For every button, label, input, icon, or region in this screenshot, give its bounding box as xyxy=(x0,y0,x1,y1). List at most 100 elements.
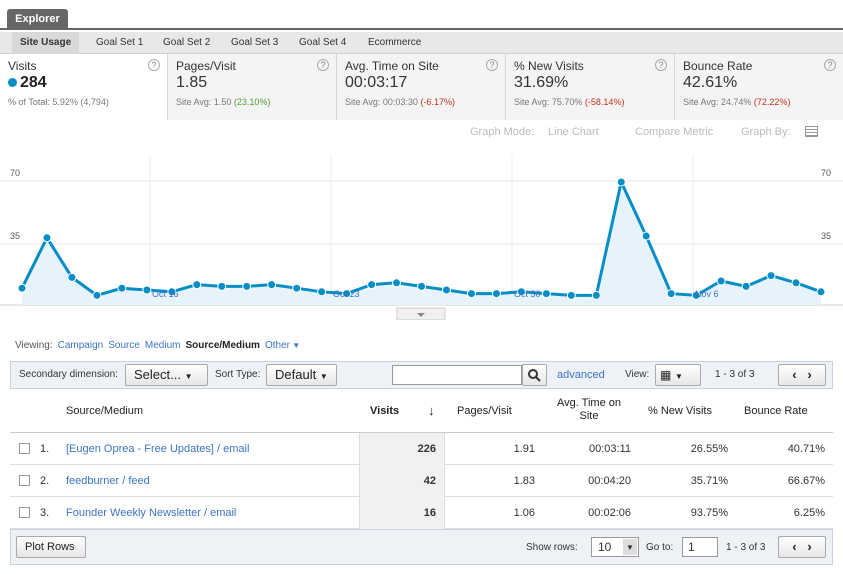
y-tick-label-left: 35 xyxy=(10,231,20,241)
data-point[interactable] xyxy=(192,280,202,290)
data-point[interactable] xyxy=(816,287,826,297)
show-rows-select[interactable]: 10 ▼ xyxy=(591,537,639,557)
data-point[interactable] xyxy=(691,290,701,300)
data-point[interactable] xyxy=(292,283,302,293)
data-point[interactable] xyxy=(741,281,751,291)
data-point[interactable] xyxy=(516,287,526,297)
data-point[interactable] xyxy=(766,271,776,281)
plot-rows-button[interactable]: Plot Rows xyxy=(16,536,86,558)
data-point[interactable] xyxy=(417,281,426,291)
data-point[interactable] xyxy=(791,278,801,288)
help-icon[interactable]: ? xyxy=(486,59,498,71)
row-checkbox[interactable] xyxy=(19,507,30,518)
tab-goal-set-1[interactable]: Goal Set 1 xyxy=(96,37,144,48)
graph-mode-value[interactable]: Line Chart xyxy=(548,126,599,138)
data-point[interactable] xyxy=(142,285,152,295)
metric-avg-time[interactable]: Avg. Time on Site 00:03:17 Site Avg: 00:… xyxy=(337,54,506,120)
data-point[interactable] xyxy=(716,276,726,286)
metric-sub-value: 1.50 xyxy=(213,97,232,107)
search-input[interactable] xyxy=(392,365,522,385)
view-campaign[interactable]: Campaign xyxy=(57,340,104,351)
view-source-medium[interactable]: Source/Medium xyxy=(185,340,260,351)
help-icon[interactable]: ? xyxy=(317,59,329,71)
col-bounce-rate[interactable]: Bounce Rate xyxy=(744,405,808,417)
source-medium-link[interactable]: [Eugen Oprea - Free Updates] / email xyxy=(66,443,250,455)
metric-sub-prefix: Site Avg: xyxy=(514,97,550,107)
viewing-bar: Viewing: Campaign Source Medium Source/Mediu… xyxy=(15,340,300,351)
prev-page-icon[interactable]: ‹ xyxy=(792,539,797,554)
metric-pages-visit[interactable]: Pages/Visit 1.85 Site Avg: 1.50 (23.10%)… xyxy=(168,54,337,120)
tab-goal-set-2[interactable]: Goal Set 2 xyxy=(163,37,211,48)
tab-site-usage[interactable]: Site Usage xyxy=(12,32,80,54)
data-point[interactable] xyxy=(167,287,177,297)
metric-visits[interactable]: Visits 284 % of Total: 5.92% (4,794) ? xyxy=(0,54,168,120)
source-medium-link[interactable]: feedburner / feed xyxy=(66,475,150,487)
data-point[interactable] xyxy=(641,231,651,241)
data-point[interactable] xyxy=(616,177,626,187)
row-checkbox[interactable] xyxy=(19,475,30,486)
dropdown-arrow-icon[interactable]: ▼ xyxy=(289,341,301,350)
goto-input[interactable]: 1 xyxy=(682,537,718,557)
data-point[interactable] xyxy=(466,289,476,299)
col-visits[interactable]: Visits xyxy=(370,405,400,417)
help-icon[interactable]: ? xyxy=(148,59,160,71)
metric-bounce-rate[interactable]: Bounce Rate 42.61% Site Avg: 24.74% (72.… xyxy=(675,54,843,120)
view-source[interactable]: Source xyxy=(108,340,140,351)
y-tick-label-right: 35 xyxy=(821,231,831,241)
source-medium-link[interactable]: Founder Weekly Newsletter / email xyxy=(66,507,237,519)
col-source-medium[interactable]: Source/Medium xyxy=(66,405,144,417)
data-point[interactable] xyxy=(67,272,77,282)
graph-by-icon[interactable] xyxy=(805,126,818,137)
explorer-tab[interactable]: Explorer xyxy=(7,9,68,30)
metric-delta: (23.10%) xyxy=(233,97,271,107)
data-point[interactable] xyxy=(267,280,277,290)
data-point[interactable] xyxy=(591,290,601,300)
tab-goal-set-4[interactable]: Goal Set 4 xyxy=(299,37,347,48)
data-point[interactable] xyxy=(17,283,27,293)
metric-sub-value: 00:03:30 xyxy=(382,97,418,107)
data-point[interactable] xyxy=(666,289,676,299)
data-point[interactable] xyxy=(342,289,352,299)
view-select[interactable]: ▦ ▼ xyxy=(655,364,701,386)
data-point[interactable] xyxy=(566,290,576,300)
tab-goal-set-3[interactable]: Goal Set 3 xyxy=(231,37,279,48)
data-point[interactable] xyxy=(367,280,377,290)
row-checkbox[interactable] xyxy=(19,443,30,454)
sort-arrow-icon[interactable]: ↓ xyxy=(428,403,435,418)
secondary-dimension-select[interactable]: Select... ▼ xyxy=(125,364,208,386)
data-point[interactable] xyxy=(242,281,252,291)
compare-metric[interactable]: Compare Metric xyxy=(635,126,714,138)
data-point[interactable] xyxy=(317,287,327,297)
data-point[interactable] xyxy=(392,278,402,288)
table-footer: Plot Rows Show rows: 10 ▼ Go to: 1 1 - 3 … xyxy=(10,529,833,565)
table-view-icon: ▦ xyxy=(660,368,672,382)
data-point[interactable] xyxy=(217,281,227,291)
data-point[interactable] xyxy=(441,285,451,295)
view-medium[interactable]: Medium xyxy=(144,340,181,351)
help-icon[interactable]: ? xyxy=(824,59,836,71)
view-label: View: xyxy=(625,369,650,380)
next-page-icon[interactable]: › xyxy=(807,367,812,382)
show-rows-label: Show rows: xyxy=(526,542,578,553)
col-new-visits[interactable]: % New Visits xyxy=(648,405,712,417)
next-page-icon[interactable]: › xyxy=(807,539,812,554)
sort-type-select[interactable]: Default ▼ xyxy=(266,364,337,386)
search-button[interactable] xyxy=(522,364,547,386)
data-point[interactable] xyxy=(92,290,102,300)
tab-ecommerce[interactable]: Ecommerce xyxy=(368,37,422,48)
data-point[interactable] xyxy=(42,233,52,243)
help-icon[interactable]: ? xyxy=(655,59,667,71)
col-avg-time[interactable]: Avg. Time on Site xyxy=(557,397,621,422)
data-point[interactable] xyxy=(541,289,551,299)
col-pages-visit[interactable]: Pages/Visit xyxy=(457,405,512,417)
view-other[interactable]: Other xyxy=(264,340,290,351)
advanced-link[interactable]: advanced xyxy=(557,369,605,381)
metric-new-visits[interactable]: % New Visits 31.69% Site Avg: 75.70% (-5… xyxy=(506,54,675,120)
data-point[interactable] xyxy=(491,289,501,299)
data-point[interactable] xyxy=(117,283,127,293)
metric-delta: (-6.17%) xyxy=(420,97,455,107)
subtab-bar: Site Usage Goal Set 1 Goal Set 2 Goal Se… xyxy=(0,32,843,54)
metric-delta: (-58.14%) xyxy=(584,97,625,107)
prev-page-icon[interactable]: ‹ xyxy=(792,367,797,382)
x-tick-label: Oct 16 xyxy=(152,289,179,299)
